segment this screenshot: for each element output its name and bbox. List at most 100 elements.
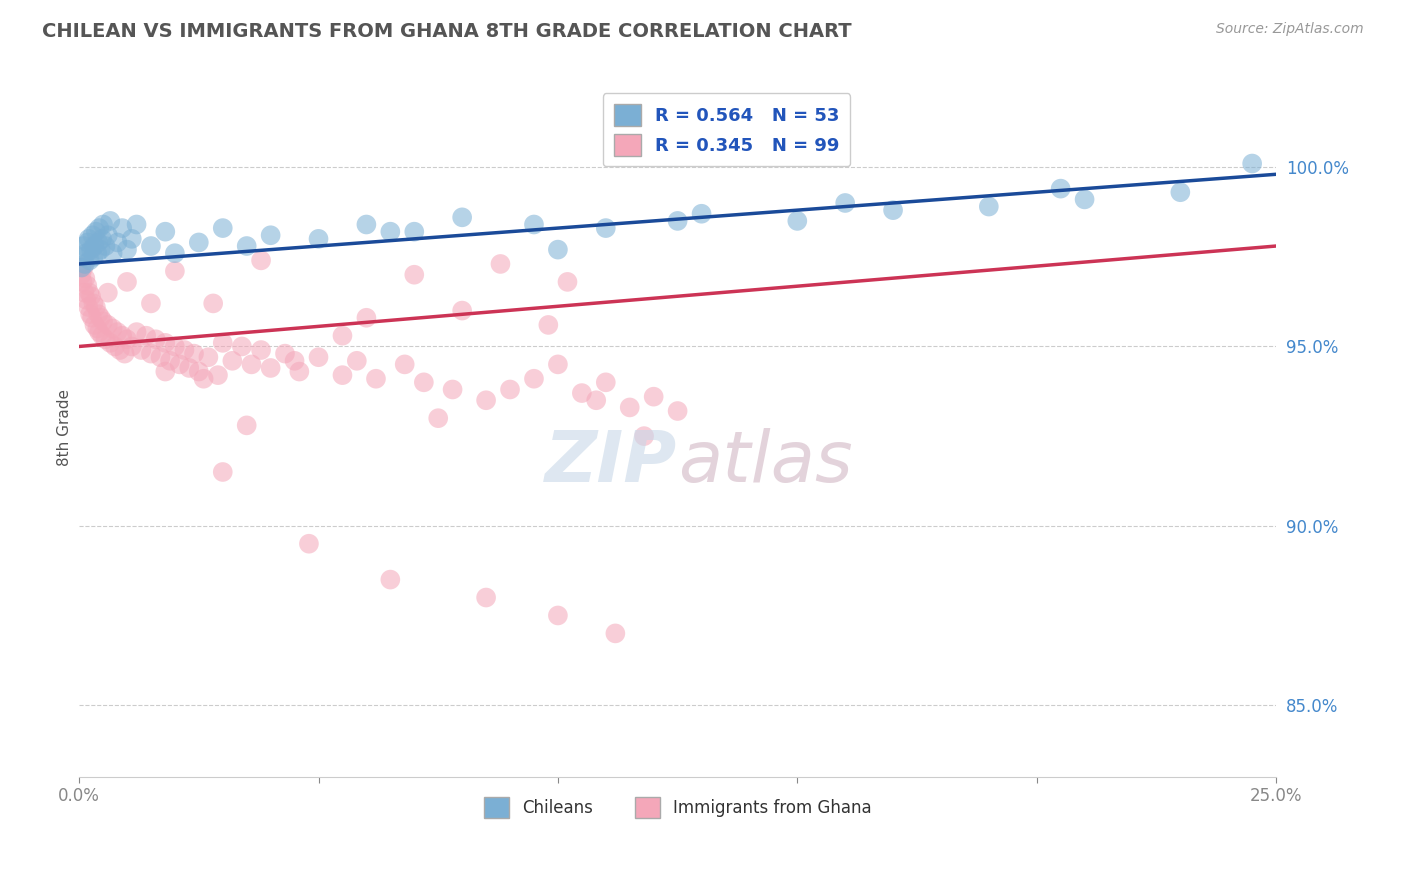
Point <box>1170 185 1192 199</box>
Point <box>298 537 321 551</box>
Point <box>139 346 162 360</box>
Point <box>380 573 402 587</box>
Point <box>111 328 134 343</box>
Point <box>231 339 253 353</box>
Point <box>82 250 104 264</box>
Point <box>537 318 560 332</box>
Point <box>163 264 186 278</box>
Point <box>179 361 201 376</box>
Point <box>115 243 138 257</box>
Point <box>499 383 522 397</box>
Point <box>882 203 904 218</box>
Point <box>211 335 233 350</box>
Point <box>259 361 281 376</box>
Point <box>451 303 474 318</box>
Point <box>187 235 209 250</box>
Point <box>1073 193 1095 207</box>
Point <box>77 300 100 314</box>
Point <box>72 250 94 264</box>
Point <box>139 239 162 253</box>
Point <box>332 328 354 343</box>
Point <box>91 314 114 328</box>
Point <box>70 260 93 275</box>
Point <box>475 591 498 605</box>
Point <box>84 225 107 239</box>
Point <box>834 196 856 211</box>
Point <box>308 350 330 364</box>
Point <box>94 332 117 346</box>
Point <box>77 285 100 300</box>
Point <box>308 232 330 246</box>
Point <box>107 235 129 250</box>
Point <box>163 339 186 353</box>
Point <box>523 372 546 386</box>
Point <box>91 218 114 232</box>
Point <box>202 296 225 310</box>
Point <box>97 228 120 243</box>
Point <box>571 386 593 401</box>
Point <box>73 285 96 300</box>
Point <box>80 310 103 325</box>
Point <box>83 318 105 332</box>
Point <box>364 372 387 386</box>
Point <box>666 214 689 228</box>
Point <box>125 325 148 339</box>
Point <box>91 328 114 343</box>
Point <box>155 335 177 350</box>
Point <box>404 225 426 239</box>
Text: atlas: atlas <box>678 427 852 497</box>
Point <box>125 218 148 232</box>
Point <box>1241 156 1264 170</box>
Point <box>441 383 464 397</box>
Point <box>70 268 93 282</box>
Point <box>221 353 243 368</box>
Point <box>149 350 172 364</box>
Point <box>89 221 111 235</box>
Text: ZIP: ZIP <box>546 427 678 497</box>
Point <box>145 332 167 346</box>
Point <box>633 429 655 443</box>
Point <box>346 353 368 368</box>
Point <box>104 339 127 353</box>
Point <box>155 225 177 239</box>
Point <box>977 200 1000 214</box>
Point <box>159 353 181 368</box>
Y-axis label: 8th Grade: 8th Grade <box>58 389 72 466</box>
Point <box>643 390 665 404</box>
Text: CHILEAN VS IMMIGRANTS FROM GHANA 8TH GRADE CORRELATION CHART: CHILEAN VS IMMIGRANTS FROM GHANA 8TH GRA… <box>42 22 852 41</box>
Point <box>115 275 138 289</box>
Point <box>82 296 104 310</box>
Point <box>79 253 101 268</box>
Point <box>98 335 121 350</box>
Point <box>274 346 297 360</box>
Point <box>356 310 378 325</box>
Point <box>250 253 273 268</box>
Point <box>98 214 121 228</box>
Point <box>89 325 111 339</box>
Point <box>786 214 808 228</box>
Point <box>114 346 136 360</box>
Point <box>211 221 233 235</box>
Point <box>82 228 104 243</box>
Point <box>80 243 103 257</box>
Point <box>121 339 143 353</box>
Point <box>135 328 157 343</box>
Point <box>75 293 97 307</box>
Point <box>86 321 108 335</box>
Legend: Chileans, Immigrants from Ghana: Chileans, Immigrants from Ghana <box>477 791 879 824</box>
Point <box>523 218 546 232</box>
Point <box>619 401 641 415</box>
Point <box>131 343 153 357</box>
Point <box>108 343 131 357</box>
Point <box>90 310 112 325</box>
Point <box>72 275 94 289</box>
Point <box>72 260 94 275</box>
Point <box>83 239 105 253</box>
Point <box>79 307 101 321</box>
Point <box>404 268 426 282</box>
Point <box>557 275 579 289</box>
Point <box>193 372 215 386</box>
Point <box>77 232 100 246</box>
Point <box>412 376 434 390</box>
Point <box>690 207 713 221</box>
